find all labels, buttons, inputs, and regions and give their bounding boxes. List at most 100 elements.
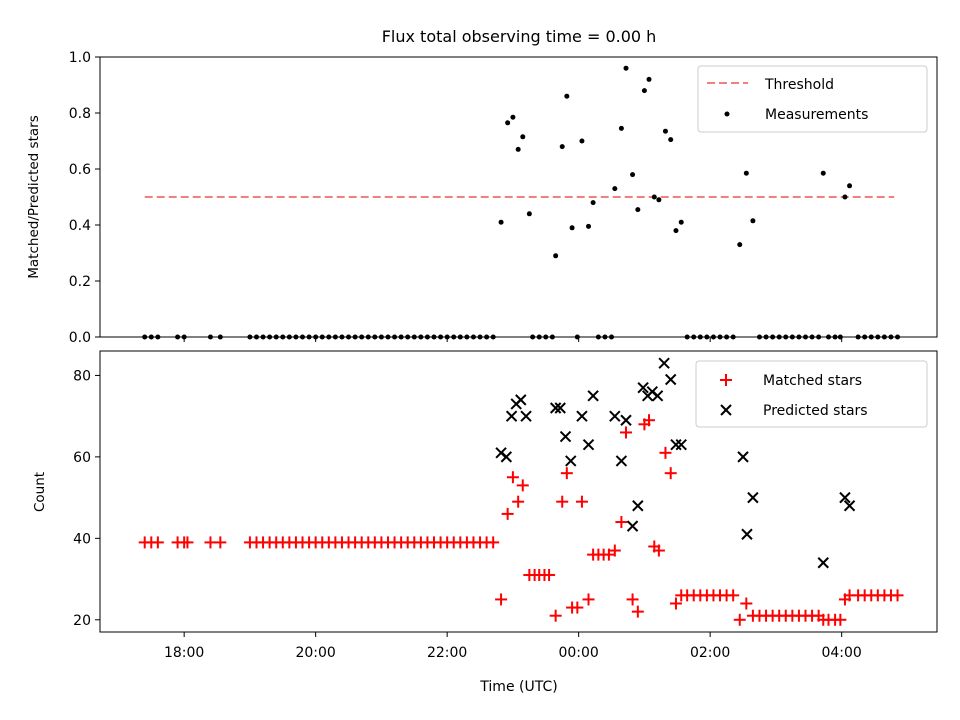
measurement-point: [737, 242, 743, 248]
legend-threshold-label: Threshold: [764, 77, 834, 93]
x-tick-label: 04:00: [821, 645, 861, 661]
matched-star-point: [615, 516, 628, 529]
predicted-star-point: [609, 410, 621, 422]
measurement-point: [750, 218, 756, 224]
x-tick-label: 00:00: [558, 645, 598, 661]
predicted-star-point: [737, 451, 749, 463]
predicted-star-point: [658, 357, 670, 369]
predicted-star-point: [620, 414, 632, 426]
ratio-panel: Matched/Predicted stars 0.0 0.2 0.4 0.6 0.8 1…: [26, 50, 938, 346]
measurement-point: [520, 134, 526, 140]
matched-star-point: [495, 593, 508, 606]
measurement-point: [559, 144, 565, 150]
matched-star-point: [740, 597, 753, 610]
measurement-point: [842, 194, 848, 200]
matched-star-point: [214, 536, 227, 549]
x-tick-label: 02:00: [690, 645, 730, 661]
bottom-y-tick-label: 20: [73, 613, 91, 629]
measurement-point: [743, 170, 749, 176]
matched-star-point: [181, 536, 194, 549]
measurement-point: [646, 76, 652, 82]
predicted-star-point: [565, 455, 577, 467]
measurement-point: [651, 194, 657, 200]
predicted-star-points: [495, 357, 856, 569]
legend-measurement-swatch: [724, 111, 730, 117]
matched-star-point: [891, 589, 904, 602]
matched-star-point: [582, 593, 595, 606]
predicted-star-point: [582, 438, 595, 451]
legend-predicted-swatch: [720, 404, 732, 416]
matched-star-point: [516, 479, 529, 492]
x-axis-label: Time (UTC): [479, 679, 557, 695]
matched-star-point: [631, 605, 644, 618]
measurement-point: [526, 211, 532, 217]
legend-predicted-label: Predicted stars: [763, 403, 868, 419]
predicted-star-point: [500, 451, 513, 463]
measurement-point: [569, 225, 575, 231]
matched-star-point: [659, 446, 672, 459]
measurement-point: [847, 183, 853, 189]
measurement-point: [590, 200, 596, 206]
measurement-point: [510, 114, 516, 120]
legend-matched-swatch: [720, 374, 732, 386]
matched-star-point: [560, 467, 573, 480]
predicted-star-point: [626, 520, 639, 532]
bottom-x-ticks: 18:00 20:00 22:00 00:00 02:00 04:00: [164, 632, 862, 661]
bottom-plot-frame: [99, 350, 938, 633]
measurement-point: [612, 186, 618, 192]
measurement-point: [498, 219, 504, 225]
measurement-point: [635, 207, 641, 213]
measurement-point: [656, 197, 662, 203]
matched-star-point: [664, 467, 677, 480]
matched-star-point: [556, 495, 569, 508]
matched-star-point: [549, 609, 562, 622]
top-y-tick-label: 1.0: [69, 50, 91, 66]
top-y-ticks: 0.0 0.2 0.4 0.6 0.8 1.0: [69, 50, 100, 346]
top-y-tick-label: 0.4: [69, 218, 91, 234]
bottom-legend: Matched stars Predicted stars: [695, 360, 928, 428]
matched-star-point: [506, 471, 519, 484]
matched-star-point: [620, 426, 633, 439]
matched-star-point: [571, 601, 584, 614]
top-plot-frame: [99, 56, 938, 338]
measurement-point: [515, 146, 521, 152]
measurement-point: [668, 137, 674, 143]
measurement-point: [820, 170, 826, 176]
predicted-star-point: [747, 491, 759, 504]
predicted-star-point: [554, 402, 566, 414]
measurement-point: [564, 93, 570, 99]
predicted-star-point: [651, 390, 664, 402]
matched-star-point: [669, 597, 682, 610]
bottom-y-tick-label: 80: [73, 368, 91, 384]
bottom-y-ticks: 20 40 60 80: [73, 368, 100, 629]
predicted-star-point: [839, 491, 851, 504]
matched-star-point: [512, 495, 525, 508]
predicted-star-point: [549, 402, 562, 414]
predicted-star-point: [559, 430, 572, 443]
top-y-tick-label: 0.0: [69, 330, 91, 346]
predicted-star-point: [741, 528, 753, 540]
x-tick-label: 18:00: [164, 645, 204, 661]
measurement-point: [579, 138, 585, 144]
measurement-point: [623, 65, 629, 71]
predicted-star-point: [576, 410, 588, 422]
legend-measurements-label: Measurements: [765, 107, 868, 123]
predicted-star-point: [632, 500, 644, 512]
top-y-tick-label: 0.2: [69, 274, 91, 290]
measurement-point: [586, 223, 592, 229]
matched-star-point: [727, 589, 740, 602]
measurement-point: [641, 88, 647, 94]
predicted-star-point: [587, 390, 599, 402]
matched-star-point: [834, 613, 847, 626]
measurement-point: [553, 253, 559, 259]
legend-matched-label: Matched stars: [763, 373, 862, 389]
bottom-y-tick-label: 60: [73, 450, 91, 466]
top-y-tick-label: 0.6: [69, 162, 91, 178]
chart-title: Flux total observing time = 0.00 h: [382, 27, 657, 46]
x-tick-label: 22:00: [427, 645, 467, 661]
matched-star-point: [543, 568, 556, 581]
predicted-star-point: [615, 455, 628, 467]
measurement-point: [662, 128, 668, 134]
top-y-tick-label: 0.8: [69, 106, 91, 122]
bottom-y-tick-label: 40: [73, 531, 91, 547]
